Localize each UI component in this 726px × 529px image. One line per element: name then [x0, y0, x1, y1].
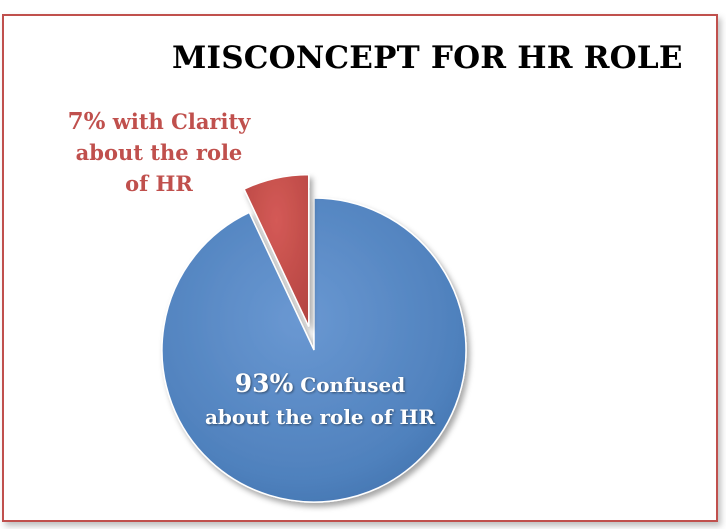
slice-text-confused: Confused about the role of HR: [204, 373, 436, 429]
pie-slice-confused: [161, 197, 467, 503]
pie-slices: [161, 173, 467, 503]
slice-percent-confused: 93%: [234, 369, 294, 398]
slice-label-confused: 93% Confused about the role of HR: [200, 368, 440, 433]
slice-percent-clarity: 7%: [67, 108, 106, 135]
pie-slice-clarity: [243, 173, 310, 327]
chart-title: MISCONCEPT FOR HR ROLE: [172, 40, 683, 76]
slice-text-clarity: with Clarity about the role of HR: [75, 109, 251, 196]
slice-label-clarity: 7% with Clarity about the role of HR: [62, 106, 256, 199]
